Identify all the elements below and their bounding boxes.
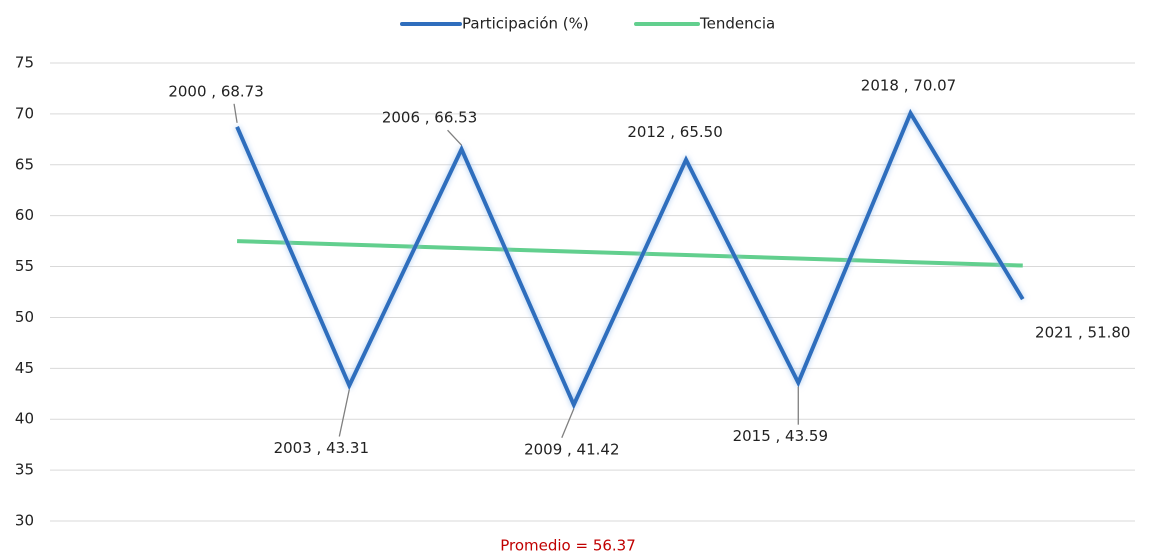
y-tick-label: 35 <box>15 461 34 479</box>
leader-line <box>338 389 350 437</box>
y-tick-label: 60 <box>15 206 34 224</box>
y-tick-label: 50 <box>15 308 34 326</box>
data-label: 2015 , 43.59 <box>733 427 828 445</box>
series-line <box>237 239 1023 268</box>
y-tick-label: 65 <box>15 155 34 173</box>
data-label: 2021 , 51.80 <box>1035 324 1130 342</box>
y-tick-label: 40 <box>15 410 34 428</box>
data-label: 2000 , 68.73 <box>168 82 263 100</box>
y-tick-label: 70 <box>15 104 34 122</box>
annotation: Promedio = 56.37 <box>500 537 636 555</box>
y-tick-label: 30 <box>15 512 34 530</box>
data-label: 2009 , 41.42 <box>524 440 619 458</box>
y-tick-label: 45 <box>15 359 34 377</box>
data-label: 2003 , 43.31 <box>274 439 369 457</box>
data-label: 2018 , 70.07 <box>861 77 956 95</box>
data-label: 2012 , 65.50 <box>627 123 722 141</box>
y-tick-label: 75 <box>15 54 34 72</box>
legend-label: Tendencia <box>699 15 775 33</box>
legend-label: Participación (%) <box>462 15 589 33</box>
series-line <box>235 108 1025 410</box>
y-tick-label: 55 <box>15 257 34 275</box>
leader-line <box>447 129 463 146</box>
data-label: 2006 , 66.53 <box>382 109 477 127</box>
leader-line <box>561 408 575 439</box>
leader-line <box>233 103 238 123</box>
